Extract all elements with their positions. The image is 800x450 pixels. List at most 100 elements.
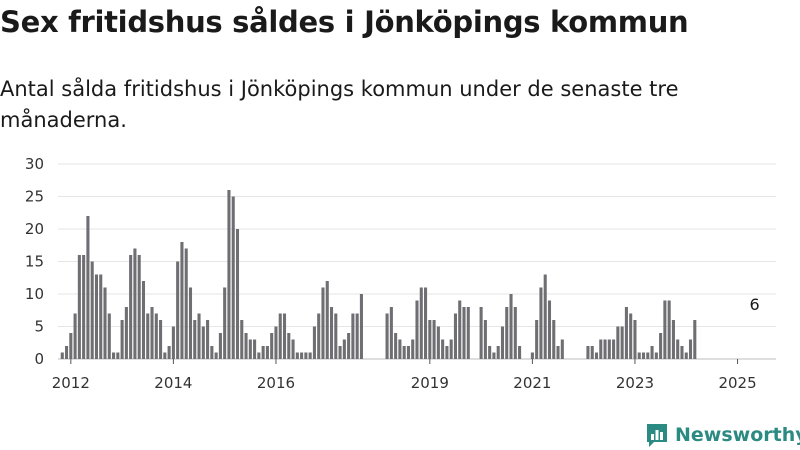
bar	[458, 300, 462, 359]
bar	[265, 346, 269, 359]
bar	[325, 281, 329, 359]
bar	[210, 346, 214, 359]
bar	[586, 346, 590, 359]
bar	[94, 274, 99, 359]
bar	[240, 320, 244, 359]
bar	[659, 333, 663, 359]
bar	[86, 216, 90, 359]
bar	[398, 339, 402, 359]
bar	[646, 352, 650, 359]
bar	[184, 248, 188, 359]
bar	[163, 352, 167, 359]
bar	[253, 339, 257, 359]
bar	[385, 313, 389, 359]
bar	[329, 307, 334, 359]
bar	[116, 352, 120, 359]
bar	[394, 333, 398, 359]
bar	[171, 326, 175, 359]
bar	[99, 274, 103, 359]
bar	[530, 352, 534, 359]
brand-name: Newsworthy	[675, 424, 800, 446]
bar	[676, 339, 680, 359]
bar	[616, 326, 620, 359]
bar	[338, 346, 342, 359]
bar	[637, 352, 641, 359]
bar	[334, 313, 338, 359]
bar	[624, 307, 628, 359]
bar	[483, 320, 487, 359]
bar	[441, 339, 445, 359]
bar	[60, 352, 64, 359]
bar	[620, 326, 624, 359]
x-tick-label: 2025	[718, 374, 756, 392]
bar	[274, 326, 278, 359]
bar	[560, 339, 564, 359]
y-tick-label: 25	[25, 188, 44, 206]
bar	[287, 333, 291, 359]
bar	[154, 313, 158, 359]
bar	[650, 346, 654, 359]
x-tick-label: 2014	[154, 374, 192, 392]
bar	[227, 190, 231, 359]
bar	[500, 326, 505, 359]
bar	[496, 346, 500, 359]
x-tick-label: 2021	[513, 374, 551, 392]
bar	[193, 320, 197, 359]
bar	[590, 346, 594, 359]
bar	[671, 320, 675, 359]
bar	[223, 287, 227, 359]
bar	[317, 313, 321, 359]
bar	[680, 346, 684, 359]
bar	[462, 307, 466, 359]
bar	[180, 242, 184, 359]
y-tick-label: 30	[25, 155, 44, 173]
bar	[141, 281, 146, 359]
bar	[103, 287, 107, 359]
bar	[389, 307, 393, 359]
bar	[90, 261, 94, 359]
y-tick-label: 10	[25, 285, 44, 303]
bar	[415, 300, 419, 359]
bar	[543, 274, 547, 359]
bar	[235, 229, 240, 359]
data-labels: 6	[750, 295, 760, 314]
bar	[321, 287, 325, 359]
bar	[82, 255, 86, 359]
y-tick-label: 5	[34, 318, 44, 336]
bar	[150, 307, 154, 359]
bar	[603, 339, 607, 359]
chart-subtitle: Antal sålda fritidshus i Jönköpings komm…	[0, 77, 679, 132]
bar	[556, 346, 560, 359]
bar	[355, 313, 359, 359]
bar	[214, 352, 218, 359]
y-tick-label: 0	[34, 350, 44, 368]
bar	[270, 333, 274, 359]
bar	[257, 352, 261, 359]
bar	[244, 333, 248, 359]
bar	[133, 248, 137, 359]
bar	[428, 320, 432, 359]
bar	[402, 346, 406, 359]
bar	[612, 339, 616, 359]
y-axis-ticks: 0 5 10 15 20 25 30	[25, 155, 44, 368]
bar	[663, 300, 667, 359]
bar	[535, 320, 539, 359]
x-tick-label: 2023	[616, 374, 654, 392]
bar	[206, 320, 210, 359]
bar	[291, 339, 295, 359]
x-tick-label: 2019	[411, 374, 449, 392]
bar	[351, 313, 355, 359]
bar	[304, 352, 308, 359]
bar	[129, 255, 133, 359]
bar	[641, 352, 646, 359]
bar	[347, 333, 351, 359]
x-tick-label: 2012	[52, 374, 90, 392]
bar	[359, 294, 363, 359]
bar	[684, 352, 688, 359]
bar	[629, 313, 633, 359]
bar	[688, 339, 693, 359]
bar	[513, 307, 517, 359]
bars	[60, 190, 697, 359]
bar	[449, 339, 453, 359]
bar	[539, 287, 543, 359]
